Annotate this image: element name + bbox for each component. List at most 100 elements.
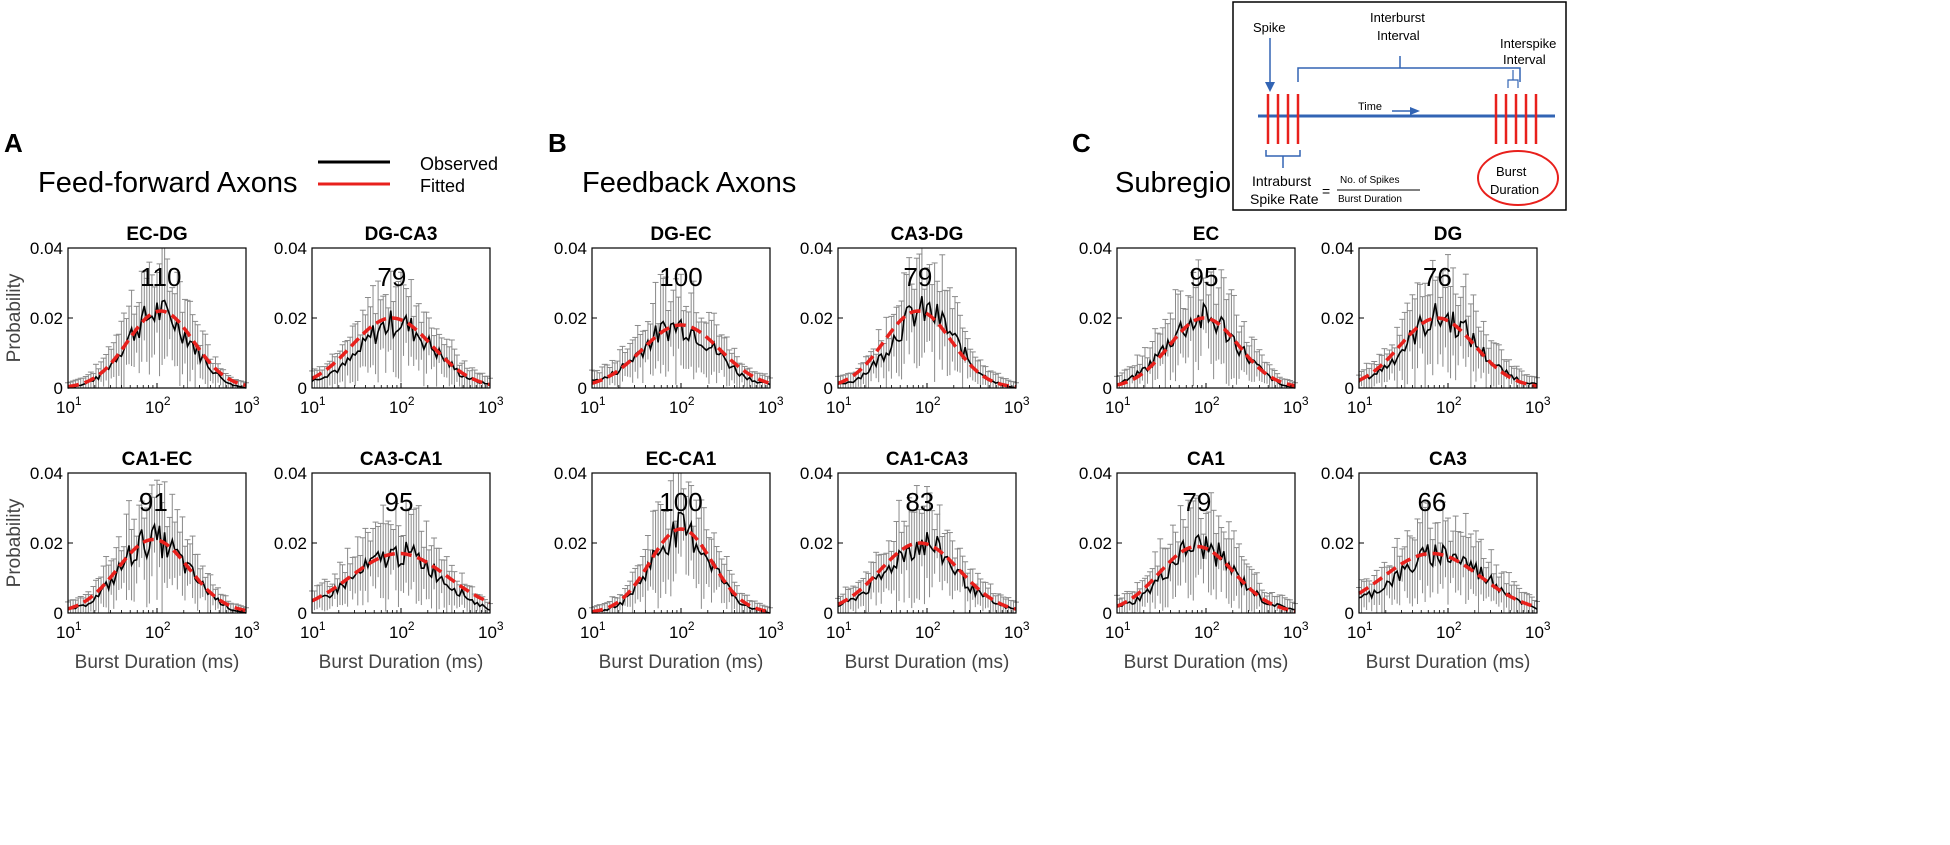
x-axis-label: Burst Duration (ms) [75, 652, 240, 673]
x-axis-label: Burst Duration (ms) [1366, 652, 1531, 673]
inset-interspike-label-1: Interspike [1500, 36, 1556, 51]
x-tick-label: 103 [1004, 394, 1030, 417]
y-tick-label: 0 [298, 379, 307, 398]
y-tick-label: 0.02 [1079, 534, 1112, 553]
y-tick-label: 0 [1345, 379, 1354, 398]
subplot-title: DG-CA3 [365, 224, 438, 245]
subplot-ca1-ca3: CA1-CA3 0 0.02 0.04 101 102 103 83 Burst Duratio… [800, 449, 1030, 673]
x-axis-label: Burst Duration (ms) [319, 652, 484, 673]
x-tick-label: 101 [826, 394, 852, 417]
y-tick-label: 0.02 [274, 534, 307, 553]
inset-intraburst-label-1: Intraburst [1252, 173, 1311, 189]
inset-interburst-label-2: Interval [1377, 28, 1420, 43]
x-tick-label: 103 [478, 619, 504, 642]
y-tick-label: 0 [54, 379, 63, 398]
y-tick-label: 0.04 [800, 239, 833, 258]
x-tick-label: 101 [580, 394, 606, 417]
fitted-line [1116, 544, 1296, 613]
subplot-ca3-dg: CA3-DG 0 0.02 0.04 101 102 103 79 [800, 224, 1030, 417]
y-tick-label: 0.02 [800, 534, 833, 553]
x-tick-label: 102 [1194, 394, 1220, 417]
y-tick-label: 0 [824, 604, 833, 623]
subplot-title: CA3-DG [891, 224, 964, 245]
y-tick-label: 0.04 [30, 464, 63, 483]
y-tick-label: 0 [578, 379, 587, 398]
peak-label: 76 [1423, 262, 1452, 292]
subplot-title: EC-DG [126, 224, 187, 245]
x-tick-label: 102 [669, 394, 695, 417]
subplot-dg-ca3: DG-CA3 0 0.02 0.04 101 102 103 79 [274, 224, 504, 417]
panel-title-feedforward: Feed-forward Axons [38, 167, 298, 199]
observed-line [1358, 303, 1538, 385]
subplot-ec-dg: EC-DG 0 0.02 0.04 101 102 103 110 Probability [4, 224, 260, 417]
y-tick-label: 0.02 [554, 534, 587, 553]
panel-title-subregion: Subregion [1115, 167, 1247, 199]
spike-burst-2 [1494, 94, 1538, 144]
y-tick-label: 0.04 [274, 239, 307, 258]
subplot-title: CA1 [1187, 449, 1225, 470]
y-tick-label: 0 [1103, 604, 1112, 623]
x-tick-label: 102 [915, 619, 941, 642]
x-tick-label: 102 [1436, 394, 1462, 417]
fitted-line [837, 541, 1017, 611]
y-tick-label: 0 [824, 379, 833, 398]
subplot-ca1: CA1 0 0.02 0.04 101 102 103 79 Burst Duration (m… [1079, 449, 1309, 673]
observed-line [67, 522, 247, 614]
x-tick-label: 102 [1436, 619, 1462, 642]
subplot-ca3-ca1: CA3-CA1 0 0.02 0.04 101 102 103 95 Burst Duratio… [274, 449, 504, 673]
x-tick-label: 101 [1347, 619, 1373, 642]
x-tick-label: 101 [1105, 394, 1131, 417]
subplot-ec: EC 0 0.02 0.04 101 102 103 95 [1079, 224, 1309, 417]
subplot-dg: DG 0 0.02 0.04 101 102 103 76 [1321, 224, 1551, 417]
legend-fitted-label: Fitted [420, 176, 465, 196]
x-tick-label: 102 [1194, 619, 1220, 642]
fitted-line [67, 537, 247, 613]
x-tick-label: 103 [1004, 619, 1030, 642]
x-tick-label: 101 [580, 619, 606, 642]
x-tick-label: 101 [1105, 619, 1131, 642]
fitted-line [837, 309, 1017, 389]
observed-line [837, 296, 1017, 389]
y-tick-label: 0.02 [30, 309, 63, 328]
time-arrow-head-icon [1410, 107, 1420, 115]
x-tick-label: 103 [758, 619, 784, 642]
peak-label: 83 [905, 487, 934, 517]
inset-interburst-label-1: Interburst [1370, 10, 1425, 25]
y-tick-label: 0.02 [1321, 534, 1354, 553]
inset-equals: = [1322, 183, 1330, 199]
x-tick-label: 103 [1283, 394, 1309, 417]
subplot-title: EC-CA1 [646, 449, 717, 470]
x-tick-label: 101 [300, 619, 326, 642]
x-axis-label: Burst Duration (ms) [1124, 652, 1289, 673]
inset-intraburst-label-2: Spike Rate [1250, 191, 1319, 207]
subplot-title: EC [1193, 224, 1220, 245]
subplot-title: DG [1434, 224, 1463, 245]
observed-line [311, 541, 491, 611]
fitted-line [1358, 551, 1538, 609]
inset-burst-duration-label-2: Duration [1490, 182, 1539, 197]
x-tick-label: 103 [1283, 619, 1309, 642]
legend: Observed Fitted [318, 154, 498, 196]
y-tick-label: 0.04 [800, 464, 833, 483]
fitted-line [67, 309, 247, 389]
peak-label: 95 [1190, 262, 1219, 292]
peak-label: 66 [1417, 487, 1446, 517]
observed-line [1116, 533, 1296, 611]
subplot-ca3: CA3 0 0.02 0.04 101 102 103 66 Burst Duration (m… [1321, 449, 1551, 673]
peak-label: 100 [659, 262, 702, 292]
x-axis-label: Burst Duration (ms) [845, 652, 1010, 673]
y-tick-label: 0 [578, 604, 587, 623]
y-tick-label: 0.02 [554, 309, 587, 328]
peak-label: 110 [140, 262, 181, 292]
panel-letter-a: A [4, 128, 23, 158]
panel-letter-c: C [1072, 128, 1091, 158]
y-axis-label: Probability [4, 498, 25, 587]
y-tick-label: 0.04 [1321, 464, 1354, 483]
y-tick-label: 0 [1345, 604, 1354, 623]
subplot-title: CA3 [1429, 449, 1467, 470]
inset-fraction-denominator: Burst Duration [1338, 194, 1402, 205]
y-tick-label: 0.04 [554, 239, 587, 258]
legend-observed-label: Observed [420, 154, 498, 174]
y-tick-label: 0.04 [554, 464, 587, 483]
x-tick-label: 102 [669, 619, 695, 642]
